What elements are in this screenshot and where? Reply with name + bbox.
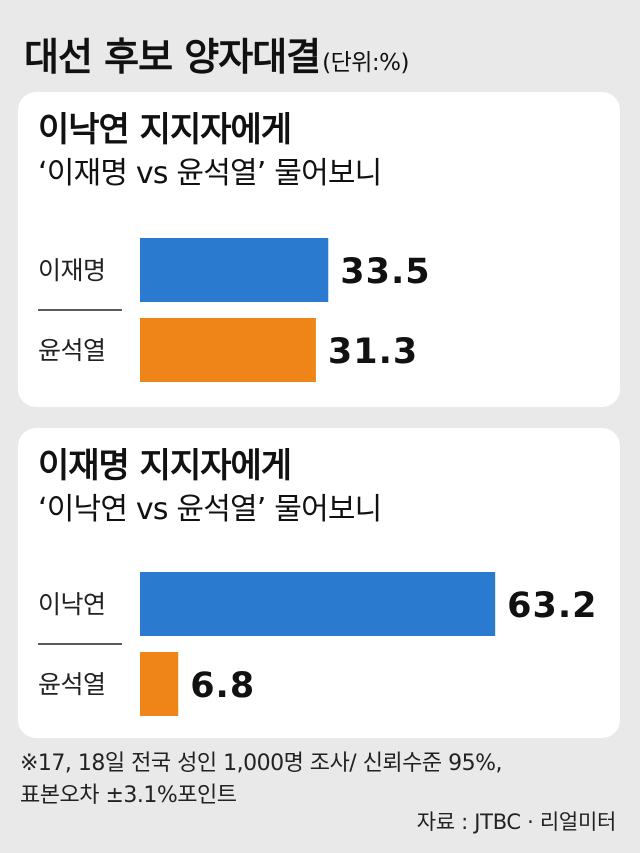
panel-subtitle: ‘이낙연 vs 윤석열’ 물어보니 [38,492,382,527]
category-label: 이낙연 [38,590,106,619]
value-label: 33.5 [340,252,430,292]
footnote-line-2: 표본오차 ±3.1%포인트 [20,783,237,808]
panel-heading: 이낙연 지지자에게 ‘이재명 vs 윤석열’ 물어보니 [38,108,382,196]
bar-chart-2: 이낙연 63.2 윤석열 6.8 [38,572,597,716]
bar-second [140,652,179,716]
unit-label: (단위:%) [322,50,410,76]
chart-panel-2: 이재명 지지자에게 ‘이낙연 vs 윤석열’ 물어보니 이낙연 63.2 윤석열 6.… [18,428,620,738]
bar-first [140,238,329,302]
category-label: 윤석열 [38,670,106,699]
panel-title: 이낙연 지지자에게 [38,110,292,150]
value-label: 31.3 [328,332,418,372]
panel-title: 이재명 지지자에게 [38,446,292,486]
bar-second [140,318,316,382]
source-credit: 자료 : JTBC · 리얼미터 [416,810,617,834]
panel-heading: 이재명 지지자에게 ‘이낙연 vs 윤석열’ 물어보니 [38,444,382,532]
value-label: 63.2 [507,586,597,626]
chart-title: 대선 후보 양자대결 [24,35,321,79]
category-label: 이재명 [38,256,106,285]
bar-chart-1: 이재명 33.5 윤석열 31.3 [38,238,430,382]
chart-panel-1: 이낙연 지지자에게 ‘이재명 vs 윤석열’ 물어보니 이재명 33.5 윤석열 31… [18,92,620,407]
category-label: 윤석열 [38,336,106,365]
bar-first [140,572,496,636]
footnote: ※17, 18일 전국 성인 1,000명 조사/ 신뢰수준 95%, 표본오차… [20,748,503,812]
panel-subtitle: ‘이재명 vs 윤석열’ 물어보니 [38,156,382,191]
chart-title-row: 대선 후보 양자대결(단위:%) [24,26,410,81]
footnote-line-1: ※17, 18일 전국 성인 1,000명 조사/ 신뢰수준 95%, [20,751,503,776]
value-label: 6.8 [190,666,255,706]
